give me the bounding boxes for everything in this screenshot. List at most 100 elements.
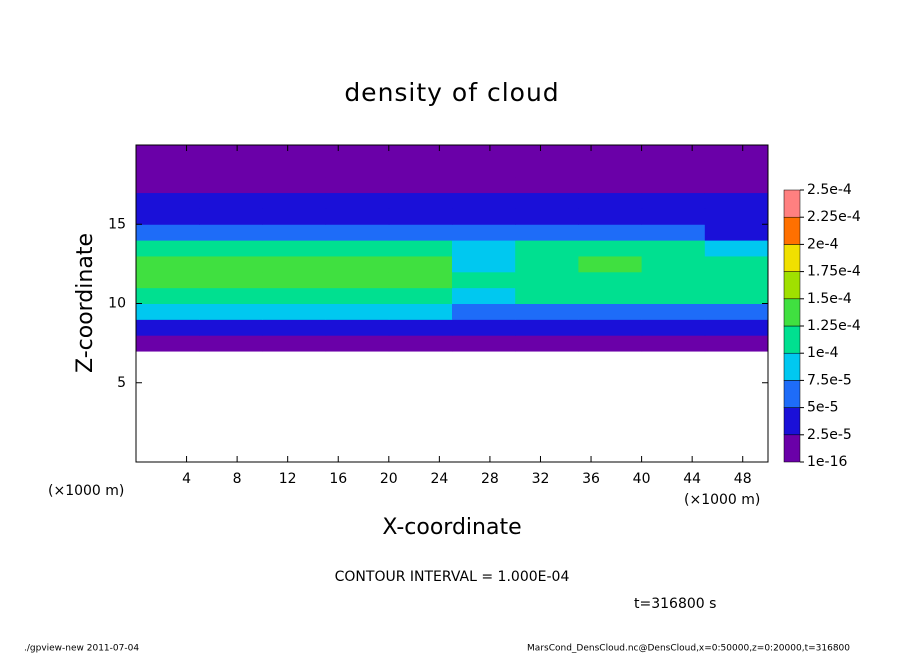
y-tick-label: 5 [117,375,126,391]
cell [704,287,769,304]
cell [578,192,643,209]
cell [515,176,579,194]
y-axis-title: Z-coordinate [73,233,98,373]
colorbar-label: 1e-4 [807,345,839,361]
cell [136,224,200,241]
cell [325,240,390,257]
cell [641,255,706,273]
cell [704,160,769,178]
cell [136,319,200,336]
colorbar-label: 1.5e-4 [807,291,852,307]
cell [388,192,453,209]
colorbar-label: 5e-5 [807,400,838,416]
cell [704,319,769,336]
cell [325,303,390,320]
chart-title: density of cloud [344,78,559,107]
x-tick-label: 48 [734,471,752,487]
cell [452,224,516,241]
cell [515,303,579,320]
cell [388,160,453,178]
cell [578,208,643,225]
cell [325,255,390,273]
cell [325,271,390,289]
cell [199,303,263,320]
cell [704,271,769,289]
cell [136,240,200,257]
cell [452,240,516,257]
cell [136,160,200,178]
cell [578,303,643,320]
cell [704,208,769,225]
contour-note: CONTOUR INTERVAL = 1.000E-04 [335,569,570,585]
colorbar-band [783,325,801,354]
cell [578,145,643,162]
x-tick-label: 16 [329,471,347,487]
cell [515,160,579,178]
cell [578,176,643,194]
x-tick-label: 8 [233,471,242,487]
cell [136,192,200,209]
cell [325,208,390,225]
cell [325,319,390,336]
cell [262,145,327,162]
cell [704,255,769,273]
cell [388,145,453,162]
cell [199,271,263,289]
cell [199,255,263,273]
y-tick-label: 10 [108,296,126,312]
cell [641,240,706,257]
cell [578,255,643,273]
cell [452,255,516,273]
cell [452,335,516,352]
cell [515,224,579,241]
footer-left: ./gpview-new 2011-07-04 [24,644,139,654]
cell [515,208,579,225]
cell [262,160,327,178]
cell [325,145,390,162]
cell [262,303,327,320]
cell [199,287,263,304]
cell [578,287,643,304]
cell [199,240,263,257]
colorbar-band [783,271,801,300]
colorbar-label: 7.5e-5 [807,372,852,388]
field [136,145,769,352]
cell [578,224,643,241]
cell [388,319,453,336]
cell [199,176,263,194]
colorbar-band [783,352,801,381]
cell [325,287,390,304]
colorbar-label: 2.25e-4 [807,209,861,225]
cell [641,271,706,289]
cell [136,271,200,289]
colorbar-label: 2.5e-5 [807,427,852,443]
cell [641,319,706,336]
cell [578,160,643,178]
cell [199,160,263,178]
cell [388,303,453,320]
colorbar-band [783,380,801,408]
cell [136,145,200,162]
cell [515,271,579,289]
time-note: t=316800 s [634,596,716,612]
cell [325,335,390,352]
cell [262,255,327,273]
cell [452,208,516,225]
cell [704,176,769,194]
cell [388,335,453,352]
cell [136,335,200,352]
cell [388,255,453,273]
cell [515,255,579,273]
cell [578,271,643,289]
cell [515,319,579,336]
cell [704,192,769,209]
cell [452,145,516,162]
cell [325,224,390,241]
cell [452,303,516,320]
x-tick-label: 28 [481,471,499,487]
cell [641,145,706,162]
cell [199,224,263,241]
cell [262,224,327,241]
cell [704,145,769,162]
